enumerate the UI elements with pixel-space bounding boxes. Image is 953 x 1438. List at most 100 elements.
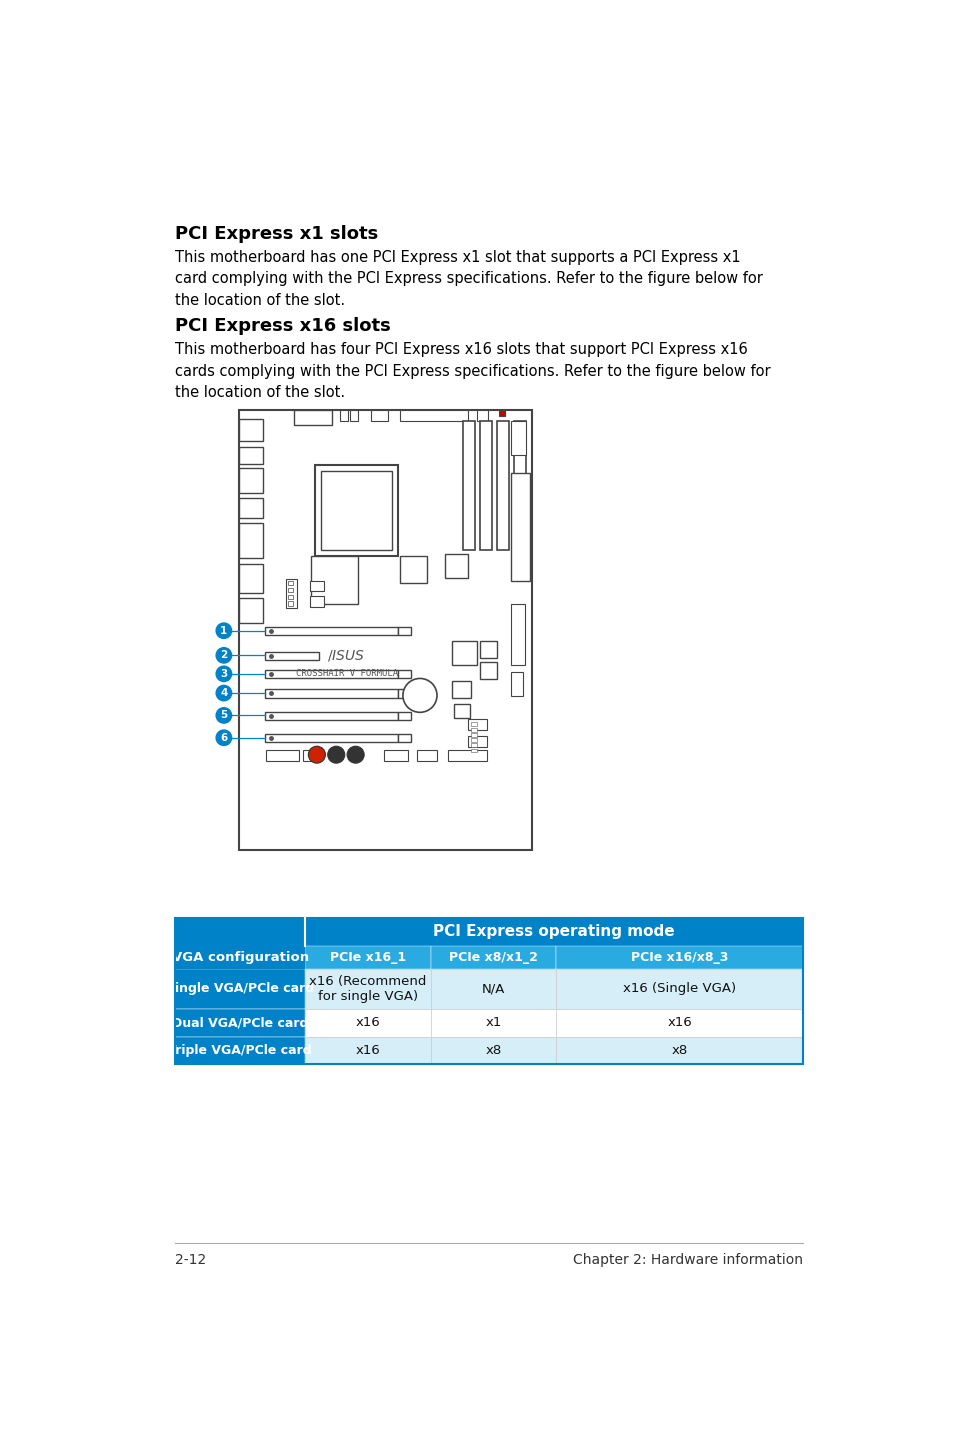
Bar — [286, 580, 296, 608]
Bar — [468, 736, 487, 746]
Bar — [556, 946, 802, 969]
Bar — [288, 594, 293, 600]
Text: x8: x8 — [485, 1044, 501, 1057]
Text: 2: 2 — [220, 650, 227, 660]
Bar — [510, 604, 524, 666]
Circle shape — [328, 746, 344, 764]
Circle shape — [347, 746, 364, 764]
Bar — [311, 557, 357, 604]
Bar — [239, 418, 262, 440]
Bar — [471, 722, 476, 726]
Bar — [384, 751, 407, 761]
Bar — [239, 498, 262, 518]
Bar — [431, 946, 556, 969]
Bar — [497, 420, 509, 549]
Text: PCI Express x1 slots: PCI Express x1 slots — [174, 224, 378, 243]
Text: 2-12: 2-12 — [174, 1252, 206, 1267]
Bar — [397, 627, 410, 636]
Bar — [239, 469, 262, 493]
Bar — [371, 410, 388, 420]
Bar — [556, 1037, 802, 1064]
Text: N/A: N/A — [481, 982, 505, 995]
Bar — [452, 680, 471, 697]
Bar — [397, 712, 410, 720]
Bar — [265, 651, 319, 660]
Text: PCI Express operating mode: PCI Express operating mode — [433, 925, 674, 939]
Bar — [305, 1009, 431, 1037]
Text: PCIe x16/x8_3: PCIe x16/x8_3 — [630, 951, 727, 963]
Bar — [462, 420, 475, 549]
Bar — [510, 420, 525, 456]
Bar — [397, 689, 410, 697]
Bar — [480, 641, 497, 657]
Bar — [314, 464, 397, 557]
Text: x8: x8 — [671, 1044, 687, 1057]
Bar — [556, 969, 802, 1009]
Bar — [399, 557, 427, 582]
Text: PCIe x16_1: PCIe x16_1 — [330, 951, 406, 963]
Bar — [239, 410, 532, 850]
Circle shape — [216, 686, 232, 700]
Circle shape — [402, 679, 436, 712]
Bar — [174, 917, 802, 946]
Bar — [513, 420, 525, 549]
Bar — [288, 588, 293, 592]
Bar — [288, 581, 293, 585]
Text: 3: 3 — [220, 669, 227, 679]
Bar — [265, 712, 397, 720]
Text: Triple VGA/PCle card: Triple VGA/PCle card — [168, 1044, 312, 1057]
Text: Chapter 2: Hardware information: Chapter 2: Hardware information — [572, 1252, 802, 1267]
Bar — [174, 917, 305, 969]
Bar — [294, 410, 332, 426]
Bar — [239, 447, 262, 463]
Text: x16 (Single VGA): x16 (Single VGA) — [622, 982, 736, 995]
Text: CROSSHAIR V FORMULA: CROSSHAIR V FORMULA — [295, 669, 397, 677]
Bar — [320, 472, 392, 549]
Bar — [471, 749, 476, 752]
Bar — [479, 420, 492, 549]
Text: x16 (Recommend
for single VGA): x16 (Recommend for single VGA) — [309, 975, 426, 1002]
Bar — [431, 1037, 556, 1064]
Text: x16: x16 — [355, 1017, 380, 1030]
Bar — [265, 733, 397, 742]
Bar — [174, 969, 305, 1009]
Bar — [447, 751, 486, 761]
Bar — [239, 564, 262, 592]
Text: x16: x16 — [355, 1044, 380, 1057]
Bar — [556, 1009, 802, 1037]
Text: 6: 6 — [220, 733, 227, 743]
Bar — [431, 969, 556, 1009]
Bar — [288, 601, 293, 605]
Bar — [265, 627, 397, 636]
Bar — [174, 1009, 305, 1037]
Bar — [476, 410, 488, 420]
Text: 5: 5 — [220, 710, 227, 720]
Circle shape — [216, 647, 232, 663]
Circle shape — [216, 731, 232, 745]
Bar — [468, 719, 487, 731]
Bar — [444, 555, 468, 578]
Text: PCI Express x16 slots: PCI Express x16 slots — [174, 318, 391, 335]
Text: $\mathit{/ISUS}$: $\mathit{/ISUS}$ — [327, 649, 365, 663]
Text: Dual VGA/PCle card: Dual VGA/PCle card — [172, 1017, 308, 1030]
Bar — [471, 743, 476, 746]
Bar — [310, 581, 323, 591]
Bar — [397, 670, 410, 679]
Bar — [305, 1037, 431, 1064]
Bar — [454, 703, 469, 718]
Text: x16: x16 — [666, 1017, 691, 1030]
Circle shape — [216, 707, 232, 723]
Bar — [303, 751, 316, 761]
Text: x1: x1 — [485, 1017, 501, 1030]
Bar — [399, 410, 468, 420]
Bar — [431, 1009, 556, 1037]
Circle shape — [216, 623, 232, 638]
Bar — [239, 523, 262, 558]
Bar — [239, 598, 262, 623]
Bar — [471, 738, 476, 742]
Text: 4: 4 — [220, 687, 228, 697]
Bar — [397, 733, 410, 742]
Bar — [471, 728, 476, 732]
Bar — [305, 946, 431, 969]
Bar — [340, 410, 348, 420]
